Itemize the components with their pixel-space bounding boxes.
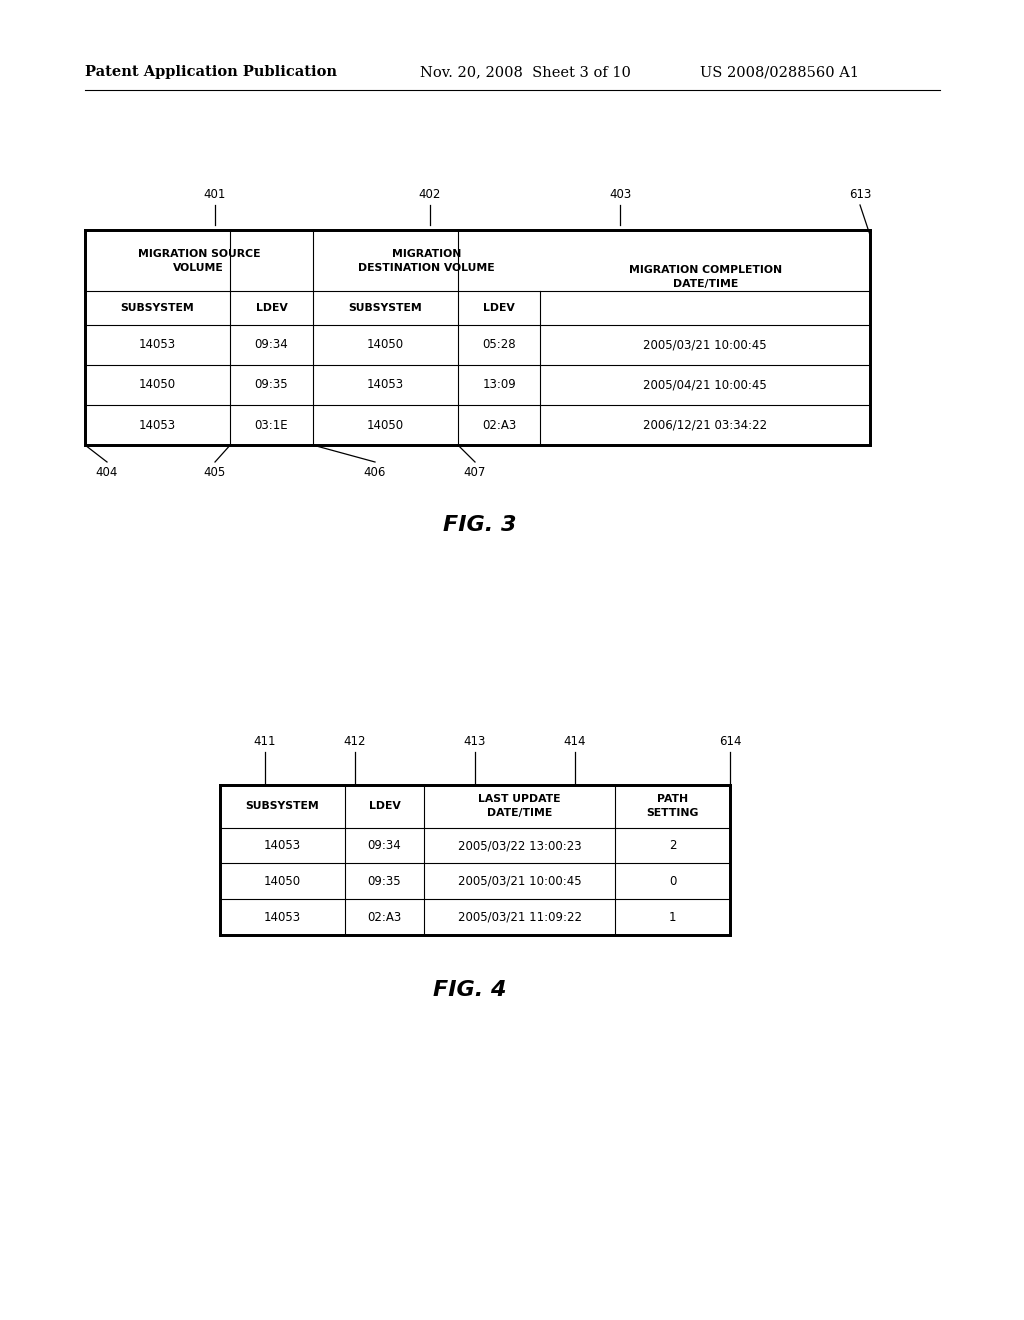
Text: 2005/03/21 10:00:45: 2005/03/21 10:00:45 <box>643 338 767 351</box>
Text: 14050: 14050 <box>139 379 176 392</box>
Text: 401: 401 <box>204 187 226 201</box>
Text: 411: 411 <box>254 735 276 748</box>
Text: 2005/03/22 13:00:23: 2005/03/22 13:00:23 <box>458 840 582 853</box>
Bar <box>542 290 869 292</box>
Text: MIGRATION SOURCE
VOLUME: MIGRATION SOURCE VOLUME <box>137 248 260 273</box>
Text: 03:1E: 03:1E <box>255 418 288 432</box>
Text: 614: 614 <box>719 735 741 748</box>
Text: 02:A3: 02:A3 <box>482 418 516 432</box>
Text: 2005/04/21 10:00:45: 2005/04/21 10:00:45 <box>643 379 767 392</box>
Text: 14053: 14053 <box>264 911 301 924</box>
Text: 05:28: 05:28 <box>482 338 516 351</box>
Text: LDEV: LDEV <box>369 801 400 812</box>
Bar <box>220 785 730 935</box>
Text: Nov. 20, 2008  Sheet 3 of 10: Nov. 20, 2008 Sheet 3 of 10 <box>420 65 631 79</box>
Text: FIG. 4: FIG. 4 <box>433 979 507 1001</box>
Text: 0: 0 <box>669 875 676 888</box>
Text: 14053: 14053 <box>139 338 176 351</box>
Text: 2006/12/21 03:34:22: 2006/12/21 03:34:22 <box>643 418 767 432</box>
Text: MIGRATION
DESTINATION VOLUME: MIGRATION DESTINATION VOLUME <box>358 248 495 273</box>
Text: 14053: 14053 <box>367 379 403 392</box>
Text: 14050: 14050 <box>264 875 301 888</box>
Text: US 2008/0288560 A1: US 2008/0288560 A1 <box>700 65 859 79</box>
Text: 14053: 14053 <box>264 840 301 853</box>
Text: 1: 1 <box>669 911 677 924</box>
Text: PATH
SETTING: PATH SETTING <box>646 795 698 818</box>
Text: 402: 402 <box>419 187 441 201</box>
Text: LDEV: LDEV <box>483 302 515 313</box>
Text: MIGRATION COMPLETION
DATE/TIME: MIGRATION COMPLETION DATE/TIME <box>629 265 781 289</box>
Text: 403: 403 <box>609 187 631 201</box>
Text: 09:34: 09:34 <box>255 338 289 351</box>
Text: SUBSYSTEM: SUBSYSTEM <box>246 801 319 812</box>
Text: 14053: 14053 <box>139 418 176 432</box>
Text: LDEV: LDEV <box>256 302 288 313</box>
Text: 406: 406 <box>364 466 386 479</box>
Text: 02:A3: 02:A3 <box>368 911 401 924</box>
Text: 412: 412 <box>344 735 367 748</box>
Text: 2005/03/21 11:09:22: 2005/03/21 11:09:22 <box>458 911 582 924</box>
Text: 14050: 14050 <box>367 338 403 351</box>
Text: SUBSYSTEM: SUBSYSTEM <box>121 302 195 313</box>
Text: 09:35: 09:35 <box>368 875 401 888</box>
Text: LAST UPDATE
DATE/TIME: LAST UPDATE DATE/TIME <box>478 795 561 818</box>
Text: 14050: 14050 <box>367 418 403 432</box>
Text: 413: 413 <box>464 735 486 748</box>
Text: 613: 613 <box>849 187 871 201</box>
Text: 09:35: 09:35 <box>255 379 288 392</box>
Text: Patent Application Publication: Patent Application Publication <box>85 65 337 79</box>
Text: 2: 2 <box>669 840 677 853</box>
Text: 13:09: 13:09 <box>482 379 516 392</box>
Bar <box>85 230 870 445</box>
Text: 09:34: 09:34 <box>368 840 401 853</box>
Text: 2005/03/21 10:00:45: 2005/03/21 10:00:45 <box>458 875 582 888</box>
Text: 405: 405 <box>204 466 226 479</box>
Text: 414: 414 <box>564 735 587 748</box>
Text: 407: 407 <box>464 466 486 479</box>
Text: FIG. 3: FIG. 3 <box>443 515 517 535</box>
Text: 404: 404 <box>96 466 118 479</box>
Text: SUBSYSTEM: SUBSYSTEM <box>348 302 422 313</box>
